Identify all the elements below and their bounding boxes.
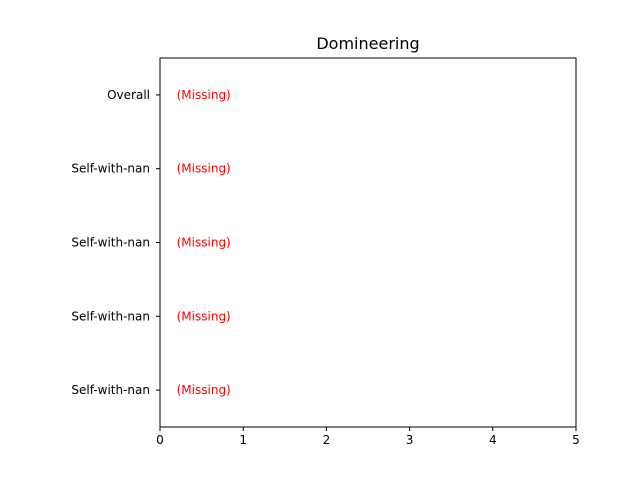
x-tick-label: 5 <box>572 433 580 447</box>
y-category-label: Overall <box>107 88 150 102</box>
x-tick-label: 0 <box>156 433 164 447</box>
missing-value-annotation: (Missing) <box>177 383 231 397</box>
y-category-label: Self-with-nan <box>71 383 150 397</box>
x-axis: 0 1 2 3 4 5 <box>156 427 580 447</box>
missing-value-annotation: (Missing) <box>177 309 231 323</box>
y-category-label: Self-with-nan <box>71 162 150 176</box>
missing-value-annotation: (Missing) <box>177 88 231 102</box>
x-tick-label: 3 <box>406 433 414 447</box>
missing-value-annotation: (Missing) <box>177 236 231 250</box>
y-axis: Overall Self-with-nan Self-with-nan Self-wi… <box>71 88 160 397</box>
x-tick-label: 1 <box>239 433 247 447</box>
chart-title: Domineering <box>316 34 419 53</box>
y-category-label: Self-with-nan <box>71 236 150 250</box>
x-tick-label: 2 <box>323 433 331 447</box>
y-category-label: Self-with-nan <box>71 309 150 323</box>
x-tick-label: 4 <box>489 433 497 447</box>
missing-annotations: (Missing) (Missing) (Missing) (Missing) (Mis… <box>177 88 231 397</box>
missing-value-annotation: (Missing) <box>177 162 231 176</box>
